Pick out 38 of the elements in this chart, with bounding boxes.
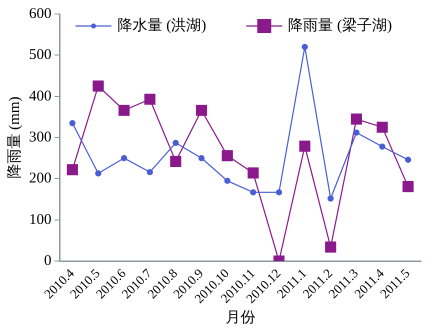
point bbox=[404, 156, 412, 163]
point bbox=[69, 120, 76, 126]
x-axis-title: 月份 bbox=[225, 310, 256, 326]
point bbox=[325, 242, 336, 253]
y-tick-label: 300 bbox=[29, 129, 52, 146]
point bbox=[353, 130, 360, 136]
y-tick-label: 0 bbox=[44, 253, 52, 270]
point bbox=[95, 170, 102, 176]
point bbox=[276, 189, 282, 196]
point bbox=[350, 113, 362, 125]
point bbox=[224, 178, 230, 184]
point bbox=[248, 167, 259, 179]
y-tick-label: 100 bbox=[29, 212, 52, 228]
legend-label: 降雨量 (梁子湖) bbox=[288, 16, 392, 34]
y-axis-title: 降雨量 (mm) bbox=[6, 96, 23, 179]
point bbox=[302, 44, 308, 50]
point bbox=[66, 164, 78, 176]
point bbox=[144, 94, 156, 105]
y-tick-label: 500 bbox=[29, 47, 52, 64]
point bbox=[92, 80, 104, 92]
point bbox=[328, 195, 334, 202]
point bbox=[170, 156, 182, 167]
point bbox=[118, 104, 130, 116]
point bbox=[198, 155, 205, 162]
legend-label: 降水量 (洪湖) bbox=[118, 16, 206, 34]
point bbox=[379, 144, 386, 150]
point bbox=[146, 169, 153, 176]
y-tick-label: 200 bbox=[29, 170, 52, 187]
point bbox=[376, 122, 388, 133]
point bbox=[402, 181, 414, 192]
point bbox=[299, 140, 310, 152]
point bbox=[222, 150, 233, 162]
point bbox=[172, 140, 179, 146]
y-tick-label: 600 bbox=[29, 6, 52, 22]
point bbox=[196, 104, 208, 116]
y-tick-label: 400 bbox=[29, 88, 52, 104]
point bbox=[120, 155, 128, 162]
point bbox=[250, 189, 256, 196]
